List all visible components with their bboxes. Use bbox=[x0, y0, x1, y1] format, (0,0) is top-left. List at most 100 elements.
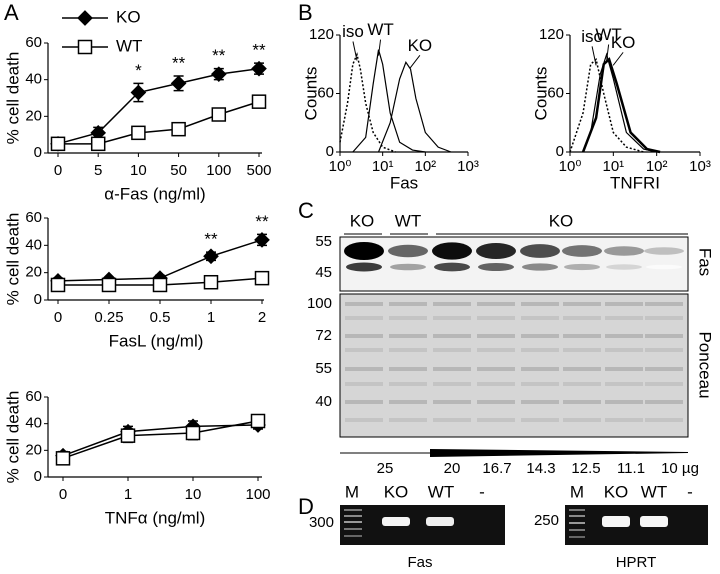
curve-label: iso bbox=[581, 27, 603, 46]
histogram-curve bbox=[582, 52, 657, 153]
fas-band bbox=[344, 242, 384, 260]
marker bbox=[254, 270, 270, 286]
ponceau-band bbox=[433, 334, 471, 338]
ponceau-band bbox=[521, 400, 559, 404]
legend-label: KO bbox=[116, 7, 141, 26]
ponceau-band bbox=[521, 348, 559, 352]
pcr-band bbox=[640, 516, 668, 527]
histogram-curve bbox=[339, 52, 396, 153]
marker bbox=[120, 428, 136, 443]
series-line bbox=[58, 100, 260, 145]
ponceau-band bbox=[389, 382, 427, 386]
series-line bbox=[62, 420, 259, 460]
ponceau-band bbox=[645, 400, 683, 404]
x-tick-label: 0 bbox=[59, 486, 67, 503]
gel bbox=[565, 505, 708, 545]
ponceau-band bbox=[645, 367, 683, 371]
marker bbox=[211, 107, 227, 122]
marker bbox=[250, 413, 266, 429]
x-tick-label: 10⁰ bbox=[559, 158, 582, 175]
y-tick-label: 60 bbox=[547, 84, 564, 101]
gel-label: HPRT bbox=[616, 554, 657, 571]
ponceau-band bbox=[389, 400, 427, 404]
marker bbox=[170, 75, 187, 92]
ponceau-band bbox=[563, 382, 601, 386]
marker bbox=[185, 425, 201, 441]
y-tick-label: 120 bbox=[539, 26, 564, 43]
mw-marker: 100 bbox=[307, 295, 332, 312]
ponceau-band bbox=[605, 348, 643, 352]
ponceau-band bbox=[605, 367, 643, 371]
lane-label: M bbox=[570, 482, 584, 501]
fas-band bbox=[520, 244, 560, 258]
legend-label: WT bbox=[116, 36, 142, 55]
marker bbox=[254, 232, 270, 248]
x-tick-label: 10² bbox=[414, 158, 436, 175]
ponceau-band bbox=[345, 348, 383, 352]
significance: ** bbox=[172, 53, 186, 72]
ponceau-band bbox=[521, 302, 559, 306]
marker bbox=[251, 94, 267, 109]
ponceau-band bbox=[477, 400, 515, 404]
loading: 14.3 bbox=[526, 460, 555, 477]
ponceau-band bbox=[563, 400, 601, 404]
x-tick-label: 0.25 bbox=[94, 309, 123, 326]
ponceau-band bbox=[389, 348, 427, 352]
curve-arrow bbox=[352, 41, 358, 61]
ponceau-band bbox=[433, 367, 471, 371]
mw-marker: 40 bbox=[315, 393, 332, 410]
y-tick-label: 0 bbox=[34, 291, 42, 308]
significance: ** bbox=[252, 41, 266, 60]
ponceau-band bbox=[521, 316, 559, 320]
marker bbox=[90, 136, 106, 152]
marker bbox=[50, 277, 66, 293]
pcr-band bbox=[426, 517, 454, 526]
ponceau-band bbox=[345, 334, 383, 338]
ponceau-band bbox=[563, 302, 601, 306]
curve-arrow bbox=[591, 46, 597, 66]
ponceau-band bbox=[345, 302, 383, 306]
ponceau-band bbox=[605, 334, 643, 338]
ponceau-band bbox=[477, 316, 515, 320]
y-tick-label: 0 bbox=[34, 144, 42, 161]
curve-arrow bbox=[409, 54, 421, 69]
ponceau-band bbox=[345, 367, 383, 371]
mw-marker: 55 bbox=[315, 360, 332, 377]
ladder-band bbox=[344, 521, 362, 523]
bp-marker: 250 bbox=[534, 512, 559, 529]
ponceau-band bbox=[563, 418, 601, 422]
histogram-curve bbox=[581, 57, 661, 154]
ponceau-band bbox=[389, 302, 427, 306]
panel-label: D bbox=[298, 494, 314, 519]
mw-marker: 45 bbox=[315, 264, 332, 281]
curve-arrow bbox=[606, 44, 610, 61]
loading: 25 bbox=[377, 460, 394, 477]
x-tick-label: 10 bbox=[185, 486, 202, 503]
fas-band bbox=[646, 264, 682, 270]
fas-band bbox=[562, 245, 602, 257]
ponceau-blot bbox=[339, 293, 689, 438]
x-axis-label: α-Fas (ng/ml) bbox=[104, 184, 205, 203]
ponceau-band bbox=[605, 302, 643, 306]
loading: 11.1 bbox=[617, 460, 645, 477]
histogram-curve bbox=[569, 57, 644, 153]
fas-band bbox=[390, 263, 426, 271]
y-axis-label: Counts bbox=[301, 67, 320, 121]
x-axis-label: FasL (ng/ml) bbox=[109, 331, 204, 350]
x-tick-label: 10⁰ bbox=[329, 158, 352, 175]
series-line bbox=[57, 67, 260, 145]
lane-group: KO bbox=[549, 211, 574, 230]
marker bbox=[55, 451, 71, 466]
significance: * bbox=[135, 61, 142, 80]
gel-label: Fas bbox=[407, 554, 432, 571]
ponceau-band bbox=[563, 334, 601, 338]
y-tick-label: 40 bbox=[25, 236, 42, 253]
y-tick-label: 0 bbox=[34, 468, 42, 485]
ponceau-band bbox=[645, 382, 683, 386]
fas-band bbox=[522, 263, 558, 271]
ponceau-band bbox=[605, 316, 643, 320]
x-tick-label: 50 bbox=[170, 162, 187, 179]
y-tick-label: 20 bbox=[25, 441, 42, 458]
marker bbox=[130, 84, 147, 101]
